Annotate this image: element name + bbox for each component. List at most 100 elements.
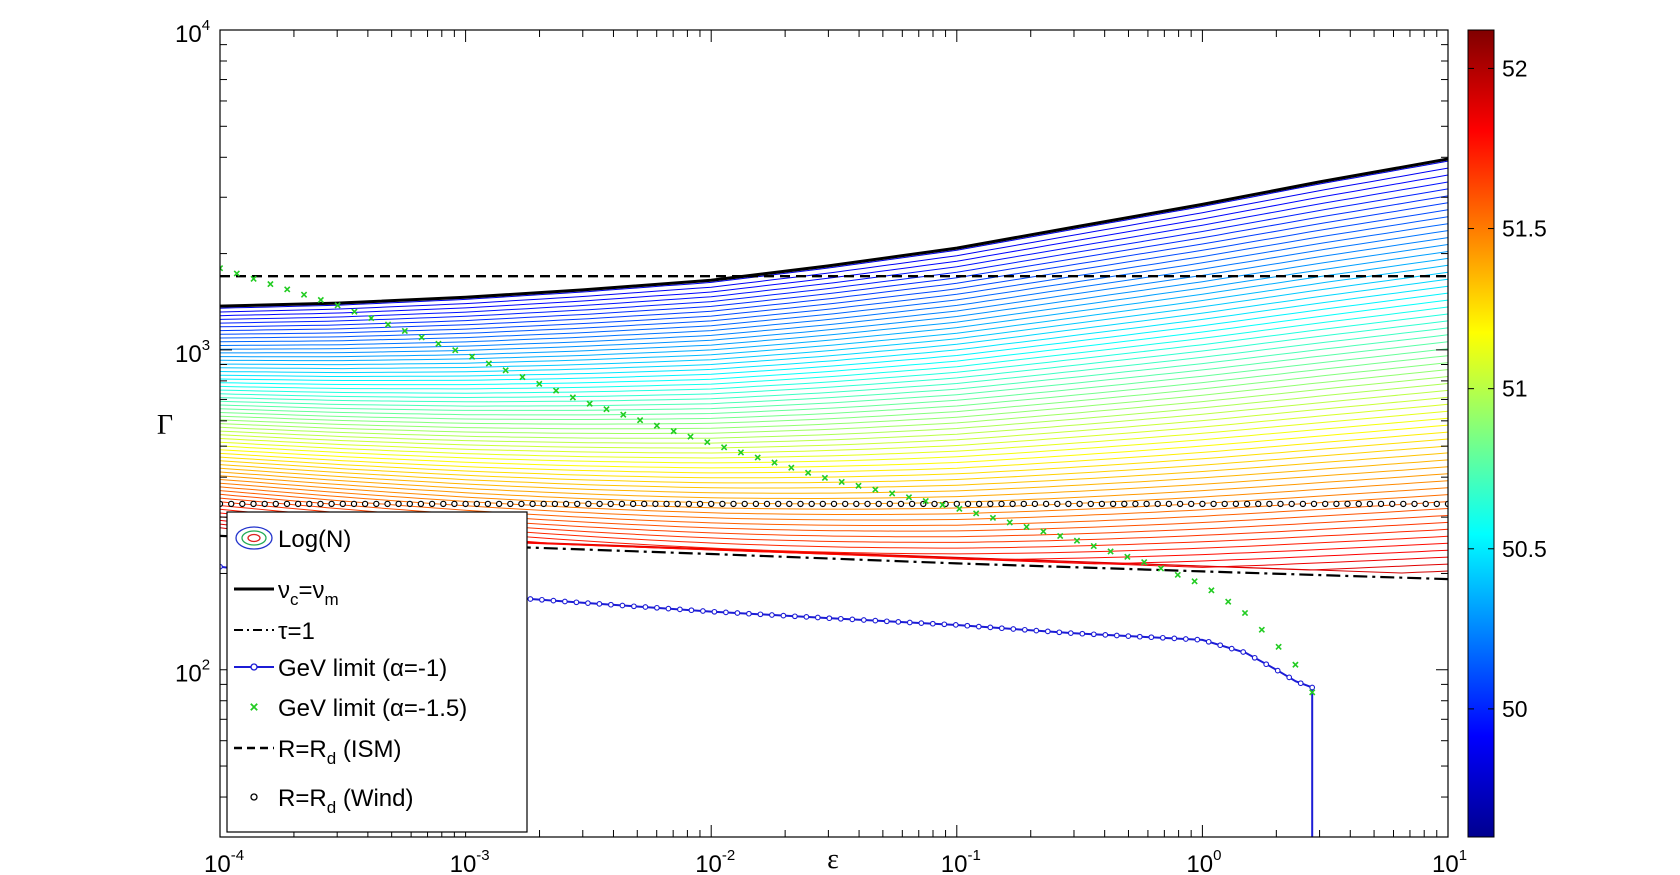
wind-point bbox=[652, 500, 659, 508]
gev-alpha1-point bbox=[1113, 632, 1120, 639]
legend-entry: R=Rd (Wind) bbox=[250, 785, 414, 817]
gev-alpha15-point bbox=[771, 459, 778, 466]
gev-alpha1-point bbox=[964, 622, 971, 629]
contour-line bbox=[220, 389, 1448, 444]
gev-alpha15-point bbox=[1073, 537, 1081, 544]
colorbar-bar bbox=[1467, 29, 1495, 838]
gev-alpha1-point bbox=[550, 597, 557, 604]
gev-alpha15-point bbox=[821, 474, 829, 482]
gev-alpha1-point bbox=[539, 596, 545, 603]
contour-line bbox=[220, 167, 1448, 313]
wind-point bbox=[540, 500, 547, 508]
wind-point bbox=[886, 500, 894, 508]
gev-alpha1-point bbox=[975, 623, 982, 630]
gev-alpha1-point bbox=[849, 616, 856, 623]
gev-alpha15-point bbox=[1191, 578, 1198, 585]
wind-point bbox=[451, 500, 458, 508]
gev-alpha1-point bbox=[860, 617, 867, 623]
legend-label: R=Rd (ISM) bbox=[278, 736, 401, 768]
colorbar-tick-label: 51.5 bbox=[1502, 216, 1547, 242]
gev-alpha1-point bbox=[1217, 642, 1224, 649]
colorbar-tick-label: 50 bbox=[1502, 696, 1528, 722]
contour-line bbox=[220, 174, 1448, 317]
gev-alpha1-point bbox=[1090, 631, 1097, 638]
legend-contour-icon bbox=[247, 533, 261, 543]
wind-point bbox=[975, 500, 983, 508]
wind-point bbox=[1422, 500, 1429, 508]
legend-marker-icon bbox=[250, 703, 258, 711]
contour-line bbox=[220, 376, 1448, 434]
gev-alpha1-point bbox=[596, 601, 603, 607]
contour-line bbox=[220, 403, 1448, 454]
wind-point bbox=[462, 500, 469, 508]
gev-alpha1-point bbox=[1171, 635, 1178, 642]
gev-alpha15-point bbox=[401, 327, 409, 335]
wind-point bbox=[618, 500, 626, 508]
wind-point bbox=[1444, 500, 1448, 508]
wind-point bbox=[1199, 500, 1206, 508]
gev-alpha1-point bbox=[872, 617, 879, 624]
x-tick-label: 10-4 bbox=[204, 847, 244, 875]
wind-point bbox=[1109, 500, 1117, 508]
legend-label: GeV limit (α=-1.5) bbox=[278, 695, 467, 722]
gev-alpha15-point bbox=[267, 280, 274, 288]
gev-alpha15-point bbox=[620, 411, 627, 418]
gev-alpha15-point bbox=[838, 478, 845, 486]
wind-point bbox=[763, 500, 771, 508]
contour-line bbox=[220, 244, 1448, 354]
gev-alpha1-point bbox=[952, 622, 959, 628]
legend-entry: νc=νm bbox=[234, 577, 339, 609]
gev-alpha1-point bbox=[757, 611, 764, 618]
gev-alpha15-point bbox=[804, 469, 812, 476]
gev-alpha15-point bbox=[1141, 559, 1148, 566]
wind-point bbox=[373, 500, 380, 508]
gev-alpha1-point bbox=[1263, 661, 1270, 668]
gev-alpha1-point bbox=[619, 602, 626, 609]
gev-alpha15-point bbox=[1057, 532, 1064, 540]
contour-line bbox=[220, 278, 1448, 374]
gev-alpha15-point bbox=[384, 321, 392, 328]
plot-frame bbox=[219, 29, 1449, 838]
contour-line bbox=[220, 396, 1448, 449]
gev-alpha15-point bbox=[905, 494, 913, 501]
gev-alpha1-point bbox=[1136, 633, 1143, 640]
x-tick-label: 10-2 bbox=[695, 847, 735, 875]
wind-point bbox=[1132, 500, 1139, 508]
wind-point bbox=[1266, 500, 1273, 508]
gev-alpha1-point bbox=[895, 619, 902, 625]
wind-point bbox=[1098, 500, 1106, 508]
legend-label: R=Rd (Wind) bbox=[278, 785, 414, 817]
gev-alpha15-point bbox=[502, 367, 509, 374]
gev-alpha1-point bbox=[826, 615, 833, 622]
wind-point bbox=[574, 500, 581, 508]
gev-alpha1-point bbox=[677, 606, 683, 613]
contour-line bbox=[220, 195, 1448, 328]
gev-alpha15-point bbox=[586, 400, 593, 407]
wind-point bbox=[1377, 500, 1385, 508]
contour-line bbox=[220, 459, 1448, 494]
colorbar-ticks: 50 50.5 51 51.5 52 bbox=[1468, 55, 1547, 722]
gev-alpha15-point bbox=[636, 416, 644, 424]
contour-line bbox=[220, 292, 1448, 381]
legend-marker-icon bbox=[250, 793, 258, 801]
wind-point bbox=[775, 500, 782, 508]
wind-point bbox=[529, 500, 536, 508]
gev-alpha15-point bbox=[233, 270, 240, 277]
gev-alpha1-point bbox=[929, 620, 936, 627]
wind-point bbox=[1154, 500, 1161, 508]
gev-alpha1-point bbox=[1021, 626, 1028, 633]
gev-alpha15-point bbox=[1208, 587, 1215, 594]
gev-alpha1-point bbox=[527, 596, 534, 602]
wind-point bbox=[607, 500, 614, 508]
contour-line bbox=[220, 216, 1448, 339]
contour-line bbox=[220, 209, 1448, 335]
gev-alpha1-point bbox=[1010, 626, 1017, 632]
gev-alpha15-point bbox=[872, 486, 879, 493]
x-tick-label: 100 bbox=[1186, 847, 1221, 875]
gev-alpha1-point bbox=[1297, 680, 1304, 687]
wind-point bbox=[1121, 500, 1128, 508]
gev-alpha1-point bbox=[562, 598, 568, 605]
gev-alpha1-point bbox=[631, 603, 637, 610]
colorbar-tick-label: 52 bbox=[1502, 55, 1528, 81]
contour-line bbox=[220, 202, 1448, 332]
